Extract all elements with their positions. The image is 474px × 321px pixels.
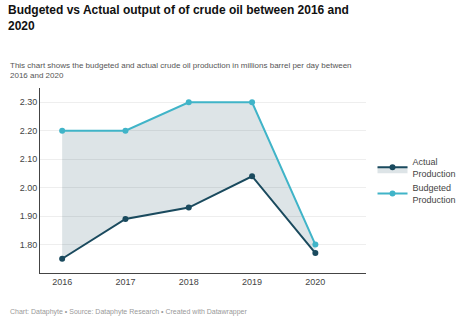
svg-text:1.80: 1.80 bbox=[20, 240, 38, 250]
svg-text:Budgeted vs Actual output of o: Budgeted vs Actual output of of crude oi… bbox=[8, 3, 349, 33]
svg-text:2018: 2018 bbox=[179, 277, 199, 287]
svg-text:2.00: 2.00 bbox=[20, 183, 38, 193]
svg-text:2020: 2020 bbox=[305, 277, 325, 287]
svg-text:ActualProduction: ActualProduction bbox=[413, 157, 456, 179]
svg-text:2.30: 2.30 bbox=[20, 97, 38, 107]
svg-text:This chart shows the budgeted: This chart shows the budgeted and actual… bbox=[10, 61, 352, 80]
svg-text:2.10: 2.10 bbox=[20, 154, 38, 164]
svg-text:2.20: 2.20 bbox=[20, 126, 38, 136]
svg-text:2017: 2017 bbox=[115, 277, 135, 287]
svg-text:2019: 2019 bbox=[242, 277, 262, 287]
svg-text:2016: 2016 bbox=[52, 277, 72, 287]
svg-text:1.90: 1.90 bbox=[20, 211, 38, 221]
svg-text:BudgetedProduction: BudgetedProduction bbox=[413, 183, 456, 205]
svg-text:Chart: Dataphyte • Source: Dat: Chart: Dataphyte • Source: Dataphyte Res… bbox=[10, 308, 247, 316]
